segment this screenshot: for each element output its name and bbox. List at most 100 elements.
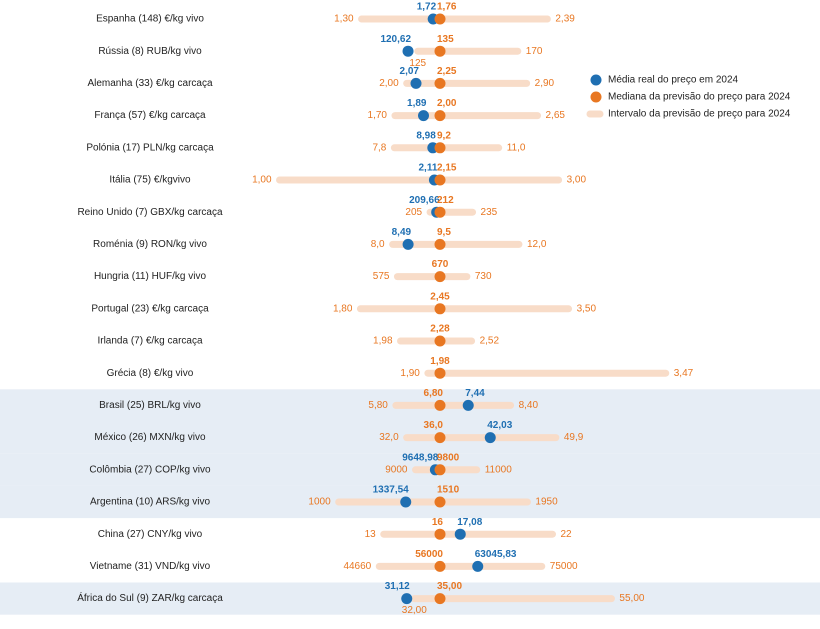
range-low-label: 44660: [343, 561, 371, 572]
median-dot: [434, 110, 446, 122]
range-low-label: 1,98: [373, 336, 393, 347]
median-label: 2,28: [430, 324, 450, 335]
category-label: França (57) €/kg carcaça: [94, 110, 206, 121]
legend-label: Intervalo da previsão de preço para 2024: [608, 109, 791, 120]
legend-swatch: [590, 74, 602, 86]
actual-label: 9648,98: [402, 452, 439, 463]
actual-dot: [454, 528, 466, 540]
median-label: 9,2: [437, 130, 451, 141]
actual-label: 31,12: [385, 581, 410, 592]
category-label: Itália (75) €/kgvivo: [109, 175, 191, 186]
actual-dot: [410, 77, 422, 89]
range-high-label: 11000: [485, 464, 513, 475]
range-high-label: 12,0: [527, 239, 547, 250]
range-low-label: 9000: [385, 464, 408, 475]
median-label: 16: [432, 517, 444, 528]
range-high-label: 3,47: [674, 368, 694, 379]
range-low-label: 8,0: [371, 239, 385, 250]
range-low-label: 1,80: [333, 303, 353, 314]
category-label: Grécia (8) €/kg vivo: [107, 368, 194, 379]
median-dot: [434, 399, 446, 411]
median-label: 6,80: [424, 388, 444, 399]
range-high-label: 730: [475, 271, 492, 282]
median-dot: [434, 464, 446, 476]
category-label: Reino Unido (7) GBX/kg carcaça: [77, 207, 223, 218]
range-low-label: 13: [365, 529, 377, 540]
row-band: [0, 453, 820, 486]
range-low-label: 1,30: [334, 14, 354, 25]
range-low-label: 205: [405, 207, 422, 218]
category-label: Hungria (11) HUF/kg vivo: [94, 271, 207, 282]
actual-dot: [401, 593, 413, 605]
range-high-label: 75000: [550, 561, 578, 572]
actual-dot: [402, 238, 414, 250]
median-dot: [434, 335, 446, 347]
actual-label: 8,98: [416, 130, 436, 141]
median-dot: [434, 13, 446, 25]
actual-dot: [462, 399, 474, 411]
category-label: Vietname (31) VND/kg vivo: [90, 561, 211, 572]
category-label: Rússia (8) RUB/kg vivo: [98, 46, 202, 57]
range-high-label: 55,00: [619, 593, 644, 604]
median-label: 56000: [415, 549, 443, 560]
median-label: 2,25: [437, 66, 457, 77]
category-label: China (27) CNY/kg vivo: [98, 529, 203, 540]
actual-label: 7,44: [465, 388, 485, 399]
median-label: 1,76: [437, 2, 457, 13]
median-label: 2,00: [437, 98, 457, 109]
range-low-label: 1,00: [252, 175, 272, 186]
actual-dot: [484, 432, 496, 444]
median-label: 135: [437, 34, 454, 45]
range-high-label: 2,39: [555, 14, 575, 25]
actual-label: 209,66: [409, 195, 440, 206]
category-label: México (26) MXN/kg vivo: [94, 432, 206, 443]
range-low-label: 1,70: [368, 110, 388, 121]
median-label: 9,5: [437, 227, 451, 238]
median-label: 2,45: [430, 291, 450, 302]
category-label: Colômbia (27) COP/kg vivo: [89, 464, 211, 475]
range-high-label: 49,9: [564, 432, 584, 443]
category-label: Espanha (148) €/kg vivo: [96, 14, 204, 25]
actual-label: 120,62: [380, 34, 411, 45]
range-high-label: 1950: [535, 497, 558, 508]
range-low-label: 1000: [308, 497, 331, 508]
actual-dot: [418, 110, 429, 122]
median-dot: [434, 496, 446, 508]
actual-label: 2,11: [418, 163, 437, 174]
range-high-label: 2,90: [535, 78, 555, 89]
range-low-label: 1,90: [400, 368, 420, 379]
median-label: 670: [432, 259, 449, 270]
median-label: 36,0: [424, 420, 444, 431]
median-dot: [434, 142, 446, 154]
median-label: 1,98: [430, 356, 450, 367]
range-low-label: 32,0: [379, 432, 399, 443]
range-high-label: 8,40: [519, 400, 539, 411]
legend-swatch: [590, 91, 602, 103]
actual-label: 42,03: [487, 420, 512, 431]
category-label: Portugal (23) €/kg carcaça: [91, 303, 209, 314]
range-high-label: 2,52: [480, 336, 500, 347]
range-high-label: 3,00: [567, 175, 587, 186]
range-high-label: 22: [561, 529, 573, 540]
actual-label: 17,08: [457, 517, 482, 528]
range-low-label: 5,80: [368, 400, 388, 411]
range-low-label: 125: [409, 58, 426, 69]
median-dot: [434, 593, 446, 605]
range-high-label: 3,50: [577, 303, 597, 314]
median-label: 35,00: [437, 581, 462, 592]
actual-label: 1,89: [407, 98, 427, 109]
actual-dot: [400, 496, 412, 508]
actual-dot: [472, 560, 484, 572]
range-low-label: 575: [373, 271, 390, 282]
median-dot: [434, 77, 446, 89]
category-label: Roménia (9) RON/kg vivo: [93, 239, 207, 250]
legend-label: Média real do preço em 2024: [608, 75, 739, 86]
category-label: Irlanda (7) €/kg carcaça: [97, 336, 202, 347]
median-label: 9800: [437, 452, 460, 463]
median-label: 212: [437, 195, 454, 206]
median-dot: [434, 271, 446, 283]
median-dot: [434, 560, 446, 572]
median-dot: [434, 206, 446, 218]
actual-label: 1337,54: [373, 485, 410, 496]
median-dot: [434, 367, 446, 379]
